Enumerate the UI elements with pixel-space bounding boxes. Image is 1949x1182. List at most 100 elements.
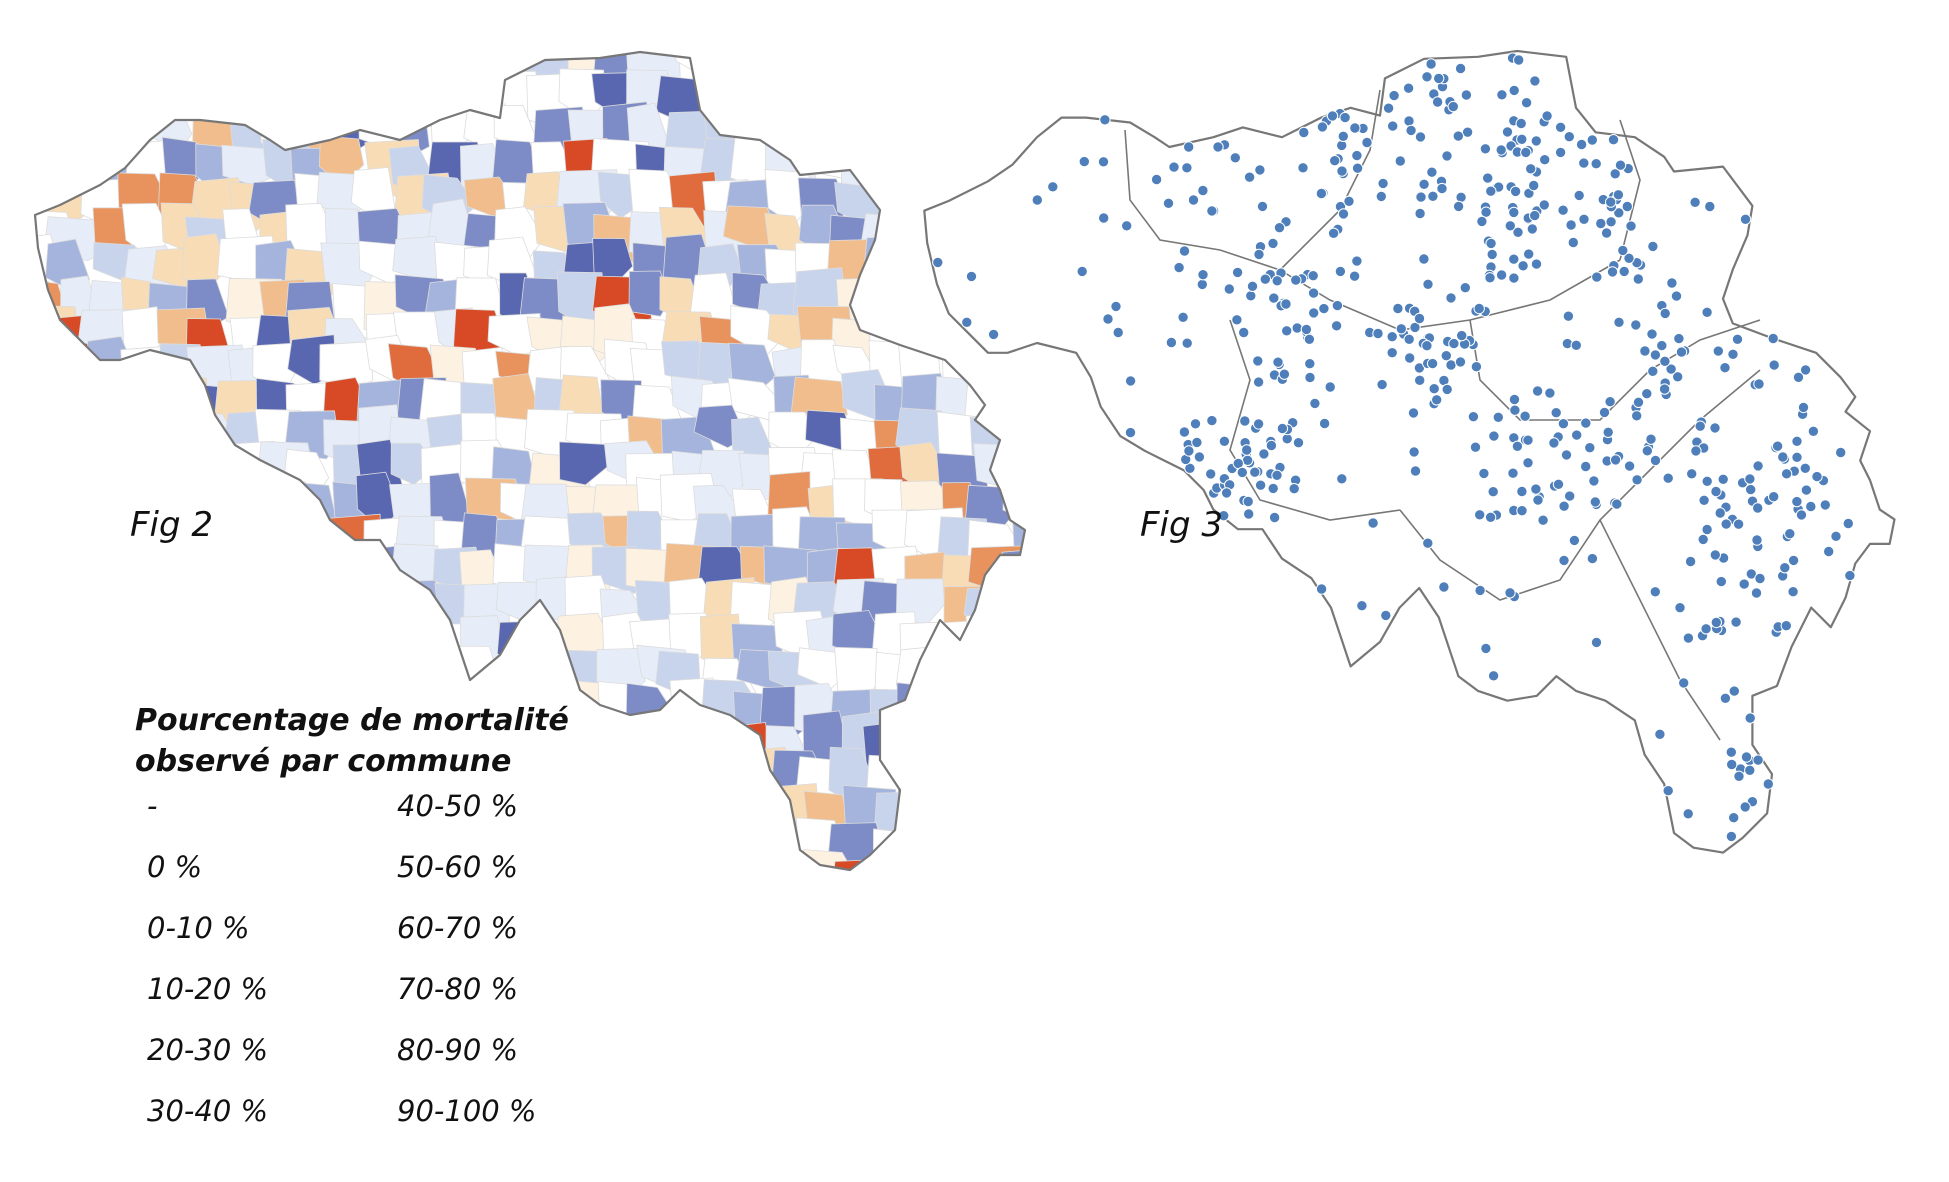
site-dot	[1733, 770, 1745, 782]
site-dot	[1478, 467, 1490, 480]
commune-cell	[285, 612, 340, 668]
commune-cell	[86, 584, 137, 643]
site-dot	[1779, 562, 1791, 574]
site-dot	[1630, 319, 1642, 331]
site-dot	[1452, 200, 1465, 213]
site-dot	[1272, 356, 1284, 368]
commune-cell	[287, 514, 333, 559]
commune-cell	[939, 689, 986, 748]
site-dot	[1112, 326, 1124, 339]
site-dot	[1504, 220, 1517, 232]
site-dot	[1196, 278, 1209, 291]
site-dot	[1632, 273, 1645, 285]
commune-cell	[57, 790, 109, 842]
commune-cell	[54, 109, 98, 154]
commune-cell	[931, 815, 990, 862]
site-dot	[1414, 131, 1427, 143]
site-dot	[1276, 422, 1289, 435]
commune-cell	[725, 818, 785, 870]
site-dot	[1659, 307, 1671, 320]
site-dot	[1605, 196, 1617, 208]
commune-cell	[159, 553, 210, 600]
commune-cell	[964, 656, 1013, 707]
commune-cell	[357, 52, 420, 82]
site-dot	[1552, 478, 1565, 490]
commune-cell	[48, 647, 97, 692]
site-dot	[1662, 785, 1674, 797]
site-dot	[1245, 290, 1257, 302]
site-dot	[1728, 812, 1740, 824]
commune-cell	[329, 552, 379, 597]
commune-cell	[729, 52, 789, 88]
commune-cell	[82, 895, 141, 953]
legend-item: 80-90 %	[397, 1033, 519, 1067]
commune-cell	[800, 106, 860, 148]
province-border	[1619, 119, 1641, 261]
site-dot	[1558, 500, 1570, 512]
site-dot	[1337, 208, 1350, 220]
site-dot	[1575, 138, 1588, 151]
commune-cell	[636, 858, 692, 870]
site-dot	[1595, 217, 1607, 230]
site-dot	[1318, 302, 1330, 315]
site-dot	[1753, 378, 1765, 390]
site-dot	[1791, 495, 1803, 508]
site-dot	[1047, 181, 1059, 193]
site-dot	[1656, 339, 1668, 352]
site-dot	[1754, 572, 1766, 585]
commune-cell	[365, 620, 423, 667]
site-dot	[1181, 337, 1193, 349]
commune-cell	[1001, 413, 1025, 465]
site-dot	[1720, 518, 1732, 530]
site-dot	[1557, 204, 1569, 216]
site-dot	[1539, 154, 1551, 166]
site-dot	[1586, 552, 1599, 565]
site-dot	[1252, 418, 1265, 430]
commune-cell	[1012, 891, 1063, 942]
site-dot	[1618, 265, 1630, 278]
site-dot	[1197, 269, 1209, 281]
site-dot	[1267, 237, 1279, 250]
site-dot	[1183, 445, 1195, 457]
site-dot	[1304, 358, 1316, 370]
site-dot	[1218, 435, 1231, 447]
commune-cell	[1001, 782, 1025, 832]
commune-cell	[866, 281, 924, 330]
site-dot	[1530, 135, 1543, 147]
commune-cell	[995, 52, 1025, 87]
site-dot	[1799, 364, 1812, 376]
site-dot	[1631, 474, 1643, 486]
site-dot	[1339, 111, 1351, 124]
site-dot	[1405, 124, 1417, 137]
site-dot	[1560, 449, 1573, 461]
province-border	[1124, 129, 1281, 271]
site-dot	[1454, 62, 1467, 75]
site-dot	[1189, 418, 1202, 430]
site-dot	[1380, 609, 1392, 622]
site-dot	[1330, 320, 1343, 332]
commune-cell	[965, 613, 1018, 663]
site-dot	[1709, 422, 1721, 434]
commune-cell	[702, 892, 747, 946]
site-dot	[1568, 534, 1581, 547]
commune-cell	[326, 647, 368, 696]
site-dot	[1348, 270, 1361, 282]
commune-cell	[35, 856, 68, 870]
commune-cell	[417, 52, 475, 98]
site-dot	[1271, 275, 1283, 287]
site-dot	[1602, 426, 1614, 438]
site-dot	[932, 256, 944, 269]
site-dot	[1844, 569, 1856, 582]
site-dot	[1265, 439, 1278, 452]
commune-cell	[181, 233, 227, 291]
site-dot	[1441, 383, 1453, 396]
site-dot	[1519, 410, 1531, 422]
site-dot	[1254, 164, 1266, 176]
fig3-label: Fig 3	[1140, 505, 1224, 545]
site-dot	[1558, 554, 1570, 567]
site-dot	[1565, 219, 1577, 231]
site-dot	[1485, 185, 1497, 197]
commune-cell	[35, 726, 71, 774]
commune-cell	[80, 52, 140, 94]
site-dot	[1231, 266, 1244, 279]
